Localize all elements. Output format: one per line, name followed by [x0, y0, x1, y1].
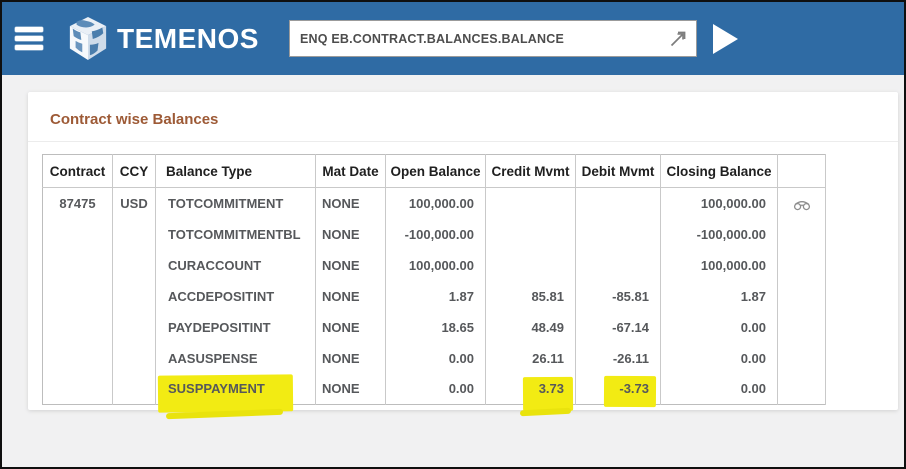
cell-balance-type: AASUSPENSE — [155, 342, 316, 374]
page-content: Contract wise Balances Contract CCY Balanc… — [2, 75, 904, 410]
cell-balance-type: TOTCOMMITMENTBL — [155, 218, 316, 250]
cell-open-balance: 18.65 — [385, 311, 486, 343]
cell-debit-mvmt — [575, 187, 661, 219]
cell-closing-balance: 0.00 — [660, 342, 778, 374]
cell-contract — [42, 311, 113, 343]
cell-view — [777, 187, 826, 219]
command-input[interactable] — [299, 31, 666, 46]
cell-credit-mvmt: 48.49 — [485, 311, 576, 343]
cell-open-balance: 100,000.00 — [385, 249, 486, 281]
cell-open-balance: 0.00 — [385, 373, 486, 405]
cell-open-balance: 100,000.00 — [385, 187, 486, 219]
cell-view — [777, 342, 826, 374]
cell-ccy — [112, 218, 156, 250]
cell-closing-balance: 1.87 — [660, 280, 778, 312]
cell-contract — [42, 249, 113, 281]
contract-balances-table: Contract CCY Balance Type Mat Date Open Bala… — [42, 154, 826, 405]
cell-balance-type: ACCDEPOSITINT — [155, 280, 316, 312]
cell-balance-type: TOTCOMMITMENT — [155, 187, 316, 219]
cell-contract — [42, 373, 113, 405]
cell-credit-mvmt — [485, 249, 576, 281]
command-line-box — [288, 20, 697, 57]
cell-mat-date: NONE — [315, 342, 386, 374]
cell-credit-mvmt — [485, 187, 576, 219]
cell-closing-balance: 100,000.00 — [660, 187, 778, 219]
cell-view — [777, 373, 826, 405]
cell-contract — [42, 280, 113, 312]
cell-balance-type: PAYDEPOSITINT — [155, 311, 316, 343]
cell-closing-balance: 0.00 — [660, 311, 778, 343]
cell-debit-mvmt: -26.11 — [575, 342, 661, 374]
hamburger-menu-icon[interactable] — [15, 23, 43, 54]
cell-contract: 87475 — [42, 187, 113, 219]
table-row: ACCDEPOSITINT NONE 1.87 85.81 -85.81 1.87 — [42, 280, 826, 312]
cell-debit-mvmt — [575, 218, 661, 250]
cell-debit-mvmt — [575, 249, 661, 281]
cell-credit-mvmt — [485, 218, 576, 250]
temenos-logo: TEMENOS — [67, 16, 259, 62]
cell-contract — [42, 218, 113, 250]
column-header-closing-balance: Closing Balance — [660, 154, 778, 188]
cell-closing-balance: -100,000.00 — [660, 218, 778, 250]
cell-ccy — [112, 249, 156, 281]
column-header-contract: Contract — [42, 154, 113, 188]
table-row: AASUSPENSE NONE 0.00 26.11 -26.11 0.00 — [42, 342, 826, 374]
table-row: SUSPPAYMENT NONE 0.00 3.73 -3.73 0.00 — [42, 373, 826, 405]
cell-ccy — [112, 311, 156, 343]
cell-open-balance: -100,000.00 — [385, 218, 486, 250]
table-header-row: Contract CCY Balance Type Mat Date Open Bala… — [42, 154, 826, 188]
cell-ccy — [112, 342, 156, 374]
cell-ccy — [112, 373, 156, 405]
cell-ccy — [112, 280, 156, 312]
table-row: TOTCOMMITMENTBL NONE -100,000.00 -100,000.0… — [42, 218, 826, 250]
balances-table-wrapper: Contract CCY Balance Type Mat Date Open Bala… — [42, 154, 898, 405]
cell-open-balance: 0.00 — [385, 342, 486, 374]
column-header-open-balance: Open Balance — [385, 154, 486, 188]
cell-credit-mvmt: 85.81 — [485, 280, 576, 312]
cell-view — [777, 311, 826, 343]
cell-open-balance: 1.87 — [385, 280, 486, 312]
enquiry-title: Contract wise Balances — [28, 92, 898, 142]
highlighted-value: 3.73 — [538, 381, 564, 397]
highlighted-value: SUSPPAYMENT — [168, 381, 265, 397]
top-navigation-bar: TEMENOS — [2, 2, 904, 75]
cell-debit-mvmt: -85.81 — [575, 280, 661, 312]
cell-view — [777, 249, 826, 281]
cell-balance-type: CURACCOUNT — [155, 249, 316, 281]
column-header-view — [777, 154, 826, 188]
column-header-ccy: CCY — [112, 154, 156, 188]
cell-closing-balance: 100,000.00 — [660, 249, 778, 281]
column-header-debit-mvmt: Debit Mvmt — [575, 154, 661, 188]
cell-mat-date: NONE — [315, 280, 386, 312]
table-row: PAYDEPOSITINT NONE 18.65 48.49 -67.14 0.00 — [42, 311, 826, 343]
cell-balance-type: SUSPPAYMENT — [155, 373, 316, 405]
table-row: 87475 USD TOTCOMMITMENT NONE 100,000.00 100,0… — [42, 187, 826, 219]
cell-view — [777, 280, 826, 312]
column-header-balance-type: Balance Type — [155, 154, 316, 188]
cell-mat-date: NONE — [315, 373, 386, 405]
cell-view — [777, 218, 826, 250]
highlighted-value: -3.73 — [619, 381, 649, 397]
cell-ccy: USD — [112, 187, 156, 219]
temenos-logo-text: TEMENOS — [117, 22, 259, 54]
cell-debit-mvmt: -67.14 — [575, 311, 661, 343]
cell-mat-date: NONE — [315, 218, 386, 250]
enquiry-results-panel: Contract wise Balances Contract CCY Balanc… — [28, 92, 898, 410]
temenos-globe-cube-icon — [69, 16, 107, 60]
column-header-mat-date: Mat Date — [315, 154, 386, 188]
cell-credit-mvmt: 26.11 — [485, 342, 576, 374]
run-enquiry-play-icon[interactable] — [712, 23, 738, 54]
binoculars-icon[interactable] — [793, 198, 811, 211]
cell-mat-date: NONE — [315, 311, 386, 343]
popout-arrow-icon[interactable] — [666, 28, 688, 50]
cell-contract — [42, 342, 113, 374]
cell-mat-date: NONE — [315, 187, 386, 219]
cell-debit-mvmt: -3.73 — [575, 373, 661, 405]
cell-credit-mvmt: 3.73 — [485, 373, 576, 405]
cell-closing-balance: 0.00 — [660, 373, 778, 405]
table-row: CURACCOUNT NONE 100,000.00 100,000.00 — [42, 249, 826, 281]
cell-mat-date: NONE — [315, 249, 386, 281]
column-header-credit-mvmt: Credit Mvmt — [485, 154, 576, 188]
